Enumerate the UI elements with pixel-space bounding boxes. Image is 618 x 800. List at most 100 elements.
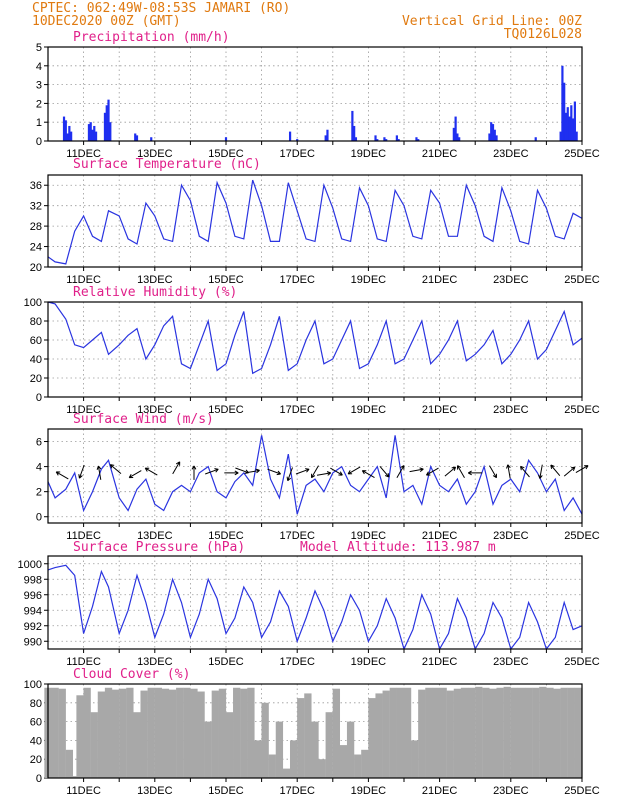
wind-arrow [538, 464, 543, 479]
cloud-cover-bar [304, 693, 312, 778]
cloud-cover-bar [503, 686, 511, 778]
cloud-cover-xtick-label: 15DEC [208, 785, 244, 797]
precipitation-bar [458, 137, 461, 141]
wind-title: Surface Wind (m/s) [73, 412, 214, 427]
cloud-cover-bar [197, 691, 205, 778]
temperature-title: Surface Temperature (nC) [73, 157, 261, 172]
wind-arrow [550, 464, 561, 477]
cloud-cover-bar [489, 688, 497, 778]
humidity-xtick-label: 21DEC [422, 404, 458, 416]
cloud-cover-bar [418, 689, 426, 778]
cloud-cover-bar [560, 687, 568, 778]
cloud-cover-frame [47, 683, 583, 779]
precipitation-bar [488, 133, 491, 141]
cloud-cover-bar [168, 689, 177, 778]
precipitation-frame [47, 46, 583, 142]
cloud-cover-bar [325, 712, 333, 778]
cloud-cover-bar [403, 687, 412, 778]
cloud-cover-bar [496, 687, 504, 778]
wind-xtick-label: 19DEC [351, 530, 387, 542]
humidity-ytick-label: 0 [36, 392, 42, 404]
temperature-xtick-label: 15DEC [208, 274, 244, 286]
pressure-xtick-label: 13DEC [137, 656, 173, 668]
wind-ytick-label: 6 [36, 437, 42, 449]
wind-arrow [520, 465, 530, 478]
precipitation-bar [94, 131, 98, 141]
wind-arrow [316, 471, 332, 476]
precipitation-bar [68, 125, 71, 141]
wind-arrow [245, 468, 260, 474]
header-date: 10DEC2020 00Z (GMT) [32, 14, 181, 29]
cloud-cover-bar [446, 690, 454, 778]
cloud-cover-bar [368, 698, 376, 778]
wind-arrow [563, 466, 576, 477]
precipitation-bar [493, 129, 496, 141]
pressure-xtick-label: 25DEC [564, 656, 600, 668]
cloud-cover-bar [268, 754, 276, 778]
cloud-cover-bar [289, 740, 298, 778]
wind-arrow [128, 470, 142, 479]
wind-xtick-label: 23DEC [493, 530, 529, 542]
cloud-cover-ytick-label: 100 [24, 679, 42, 691]
pressure-title: Surface Pressure (hPa) [73, 540, 245, 555]
pressure-ytick-label: 990 [24, 636, 42, 648]
cloud-cover-bar [354, 754, 362, 778]
cloud-cover-bar [482, 687, 490, 778]
cloud-cover-bar [346, 721, 355, 778]
cloud-cover-bar [71, 776, 79, 778]
cloud-cover-bar [318, 759, 326, 778]
cloud-cover-bar [439, 687, 447, 778]
wind-arrow [489, 465, 497, 479]
wind-xtick-label: 21DEC [422, 530, 458, 542]
precipitation-bar [296, 139, 299, 141]
precipitation-bar [575, 131, 578, 141]
temperature-frame [47, 174, 583, 268]
precipitation-bar [395, 135, 398, 141]
cloud-cover-xtick-label: 13DEC [137, 785, 173, 797]
wind-arrow [295, 468, 310, 475]
cloud-cover-bar [275, 721, 284, 778]
precipitation-bar [566, 107, 569, 141]
precipitation-bar [109, 122, 112, 141]
cloud-cover-bar [154, 687, 163, 778]
cloud-cover-bar [65, 749, 74, 778]
precipitation-xtick-label: 13DEC [137, 148, 173, 160]
precipitation-ytick-label: 3 [36, 80, 42, 92]
wind-xtick-label: 13DEC [137, 530, 173, 542]
cloud-cover-bar [204, 721, 212, 778]
cloud-cover-ytick-label: 0 [36, 773, 42, 785]
cloud-cover-bar [261, 702, 269, 778]
cloud-cover-bar [460, 687, 469, 778]
wind-arrow [55, 471, 69, 480]
cloud-cover-bar [254, 740, 262, 778]
precipitation-bar [354, 137, 358, 141]
precipitation-bar [417, 139, 420, 141]
cloud-cover-bar [553, 688, 561, 778]
pressure-ytick-label: 994 [24, 605, 42, 617]
temperature-xtick-label: 11DEC [66, 274, 101, 286]
wind-arrow [467, 470, 483, 476]
cloud-cover-bar [126, 687, 134, 778]
pressure-ytick-label: 1000 [18, 559, 42, 571]
cloud-cover-ytick-label: 20 [30, 754, 42, 766]
humidity-xtick-label: 23DEC [493, 404, 529, 416]
wind-ytick-label: 0 [36, 512, 42, 524]
wind-line [47, 435, 583, 515]
precipitation-ytick-label: 1 [36, 117, 42, 129]
humidity-ytick-label: 20 [30, 373, 42, 385]
precipitation-bar [288, 131, 292, 141]
wind-arrow [506, 464, 511, 479]
cloud-cover-bar [375, 693, 383, 778]
cloud-cover-bar [133, 712, 141, 778]
precipitation-bar [107, 99, 110, 141]
temperature-xtick-label: 13DEC [137, 274, 173, 286]
precipitation-bar [374, 135, 377, 141]
pressure-xtick-label: 17DEC [279, 656, 315, 668]
cloud-cover-bar [539, 686, 547, 778]
precipitation-ytick-label: 4 [36, 61, 42, 73]
cloud-cover-bar [190, 688, 198, 778]
cloud-cover-bar [161, 688, 170, 778]
cloud-cover-bar [51, 687, 59, 778]
cloud-cover-bar [282, 768, 291, 778]
wind-arrow [109, 464, 122, 474]
